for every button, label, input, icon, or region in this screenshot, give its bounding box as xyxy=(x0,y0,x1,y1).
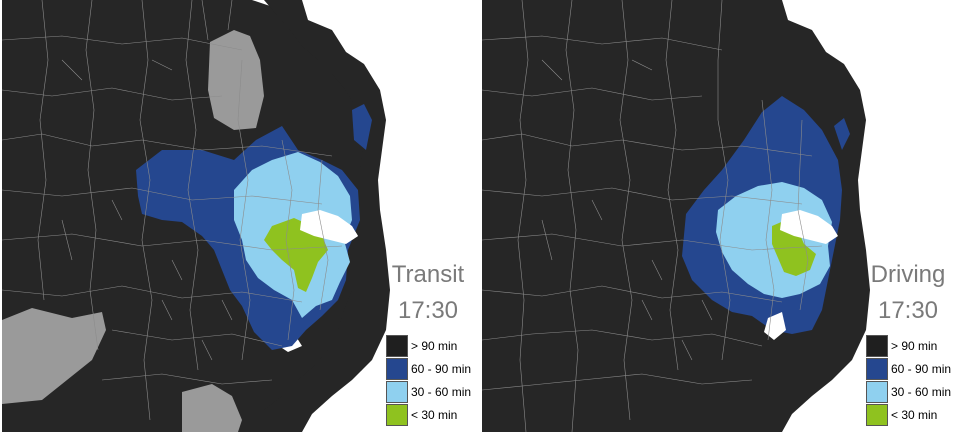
grey-land-area xyxy=(182,384,242,432)
zone-60-90-min xyxy=(834,118,850,150)
legend-swatch xyxy=(866,380,888,403)
legend-item: 30 - 60 min xyxy=(866,380,958,403)
driving-map-panel: Driving 17:30 > 90 min 60 - 90 min 30 - … xyxy=(482,0,960,432)
legend-time: 17:30 xyxy=(877,297,939,324)
grey-land-area xyxy=(208,30,264,130)
harbour-water xyxy=(780,210,838,244)
ocean-water xyxy=(264,0,480,432)
legend-swatch xyxy=(386,403,408,426)
transit-map xyxy=(2,0,480,432)
legend-swatch xyxy=(386,380,408,403)
suburb-boundaries xyxy=(482,0,823,432)
legend-label: < 30 min xyxy=(411,407,458,422)
legend-item: > 90 min xyxy=(866,334,958,357)
transit-map-panel: Transit 17:30 > 90 min 60 - 90 min 30 - … xyxy=(2,0,480,432)
legend-mode-title: Transit xyxy=(391,261,465,288)
transit-legend: Transit 17:30 > 90 min 60 - 90 min 30 - … xyxy=(378,260,478,426)
grey-land-area xyxy=(2,308,106,404)
harbour-water xyxy=(300,210,358,244)
legend-label: 60 - 90 min xyxy=(411,361,472,376)
legend-items: > 90 min 60 - 90 min 30 - 60 min < 30 mi… xyxy=(386,334,478,426)
legend-label: > 90 min xyxy=(411,338,458,353)
legend-swatch xyxy=(386,357,408,380)
bay-water xyxy=(764,312,786,340)
legend-label: 60 - 90 min xyxy=(891,361,952,376)
legend-label: > 90 min xyxy=(891,338,938,353)
legend-swatch xyxy=(866,403,888,426)
zone-60-90-min xyxy=(352,104,372,150)
legend-swatch xyxy=(866,357,888,380)
suburb-boundaries xyxy=(2,0,343,421)
legend-item: < 30 min xyxy=(386,403,478,426)
legend-item: < 30 min xyxy=(866,403,958,426)
zone-under-30-min xyxy=(772,220,816,276)
legend-item: 60 - 90 min xyxy=(866,357,958,380)
legend-swatch xyxy=(866,334,888,357)
legend-swatch xyxy=(386,334,408,357)
legend-label: 30 - 60 min xyxy=(891,384,952,399)
legend-label: < 30 min xyxy=(891,407,938,422)
zone-under-30-min xyxy=(264,218,328,292)
legend-item: > 90 min xyxy=(386,334,478,357)
legend-time: 17:30 xyxy=(397,297,459,324)
driving-legend: Driving 17:30 > 90 min 60 - 90 min 30 - … xyxy=(858,260,958,426)
legend-mode-title: Driving xyxy=(870,261,946,288)
ocean-water xyxy=(744,0,960,432)
legend-item: 60 - 90 min xyxy=(386,357,478,380)
legend-items: > 90 min 60 - 90 min 30 - 60 min < 30 mi… xyxy=(866,334,958,426)
legend-label: 30 - 60 min xyxy=(411,384,472,399)
legend-item: 30 - 60 min xyxy=(386,380,478,403)
